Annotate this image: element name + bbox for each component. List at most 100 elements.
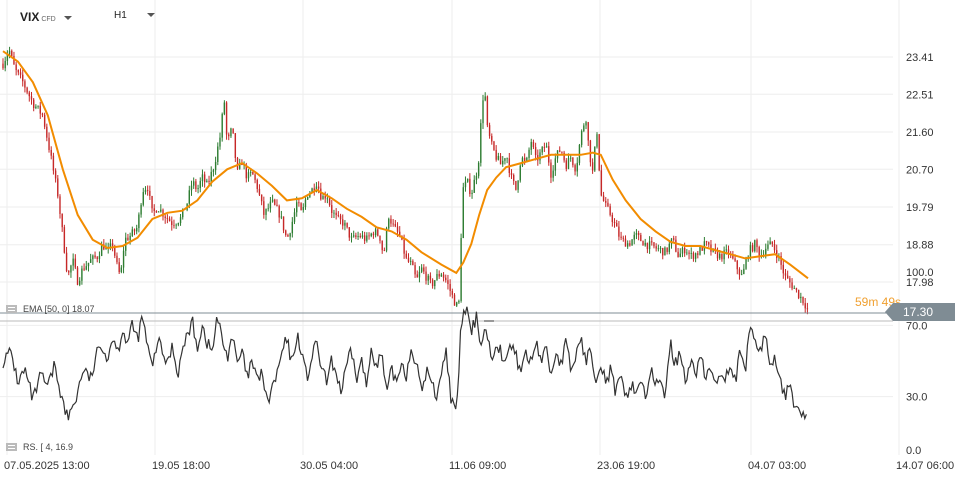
candle-body (74, 258, 77, 268)
candle-body (622, 237, 624, 239)
candle-body (24, 81, 26, 88)
candle-body (506, 158, 508, 160)
candle-body (223, 102, 226, 115)
candle-body (171, 221, 173, 225)
price-tick-label: 22.51 (906, 89, 934, 101)
candle-body (738, 269, 741, 275)
candle-body (519, 165, 521, 181)
time-tick-label: 19.05 18:00 (152, 460, 210, 472)
candle-body (355, 235, 357, 237)
candle-body (484, 96, 486, 101)
candle-body (675, 239, 677, 252)
candle-body (396, 226, 399, 232)
candle-body (239, 162, 241, 169)
indicator-settings-icon[interactable] (6, 305, 17, 313)
candle-body (412, 261, 414, 266)
chevron-down-icon (146, 13, 155, 18)
candle-body (245, 164, 247, 179)
candle-body (306, 196, 309, 200)
candle-body (407, 257, 410, 262)
candle-body (756, 240, 758, 248)
candle-body (655, 246, 657, 249)
candle-body (214, 161, 217, 171)
candle-body (136, 228, 138, 232)
last-price-value: 17.30 (903, 305, 934, 319)
candle-body (602, 195, 605, 201)
candle-body (50, 149, 52, 156)
candle-body (274, 199, 276, 205)
candle-body (142, 192, 144, 205)
candle-body (445, 277, 447, 281)
candle-body (344, 222, 346, 226)
candlestick-series (2, 46, 809, 315)
candle-body (486, 96, 489, 126)
candle-body (692, 252, 695, 259)
candle-body (789, 278, 791, 283)
price-axis[interactable]: 23.41 22.51 21.60 20.70 19.79 18.88 17.98 (906, 52, 934, 289)
candle-body (791, 282, 793, 289)
candle-body (574, 165, 576, 172)
candle-body (120, 267, 123, 273)
candle-body (543, 147, 546, 148)
candle-body (721, 253, 723, 260)
candle-body (449, 284, 451, 291)
timeframe-selector[interactable]: H1 (114, 10, 155, 21)
symbol-selector[interactable]: VIX CFD (20, 10, 72, 24)
candle-body (285, 230, 287, 235)
candle-body (188, 190, 191, 204)
candle-body (589, 140, 592, 163)
candle-body (681, 247, 684, 254)
candle-body (157, 211, 160, 213)
candle-body (708, 242, 710, 245)
candle-body (317, 186, 320, 189)
candle-body (61, 213, 63, 228)
candle-body (690, 252, 692, 254)
time-tick-label: 30.05 04:00 (300, 460, 358, 472)
candle-body (497, 155, 500, 160)
candle-body (423, 267, 425, 272)
candle-body (291, 221, 294, 234)
candle-body (786, 275, 789, 279)
ema-indicator-legend[interactable]: EMA [50, 0] 18.07 (6, 304, 95, 314)
candle-body (723, 250, 725, 260)
candle-body (52, 155, 55, 171)
candle-body (219, 137, 221, 147)
time-axis[interactable]: 07.05.2025 13:00 19.05 18:00 30.05 04:00 11… (4, 460, 954, 472)
candle-body (17, 70, 20, 73)
candle-body (162, 209, 164, 217)
rsi-axis[interactable]: 100.0 70.0 30.0 0.0 (906, 267, 934, 457)
candle-body (41, 113, 44, 115)
candle-body (594, 146, 596, 171)
candle-body (517, 180, 519, 190)
candle-body (732, 254, 734, 259)
candle-body (111, 243, 114, 247)
candle-body (19, 72, 22, 75)
candle-body (447, 280, 449, 285)
candle-body (688, 252, 690, 254)
candle-body (4, 60, 6, 69)
candle-body (438, 273, 440, 277)
candle-body (754, 240, 756, 252)
candle-body (179, 217, 182, 224)
candle-body (287, 234, 289, 237)
candle-body (39, 105, 41, 114)
candle-body (100, 244, 103, 256)
candle-body (662, 248, 664, 256)
indicator-settings-icon[interactable] (6, 443, 17, 451)
candle-body (249, 172, 252, 173)
candle-body (405, 253, 407, 258)
candle-body (453, 294, 456, 306)
candle-body (550, 162, 552, 178)
candle-body (232, 128, 234, 134)
candle-body (265, 208, 267, 215)
rsi-indicator-legend[interactable]: RS. [ 4, 16.9 (6, 442, 73, 452)
candle-body (392, 223, 394, 225)
candle-body (328, 198, 331, 206)
pane-resize-handle[interactable] (484, 320, 494, 322)
candle-body (539, 152, 541, 161)
candle-body (795, 288, 798, 290)
candle-body (247, 172, 250, 179)
candle-body (377, 229, 379, 236)
candle-body (532, 141, 535, 148)
